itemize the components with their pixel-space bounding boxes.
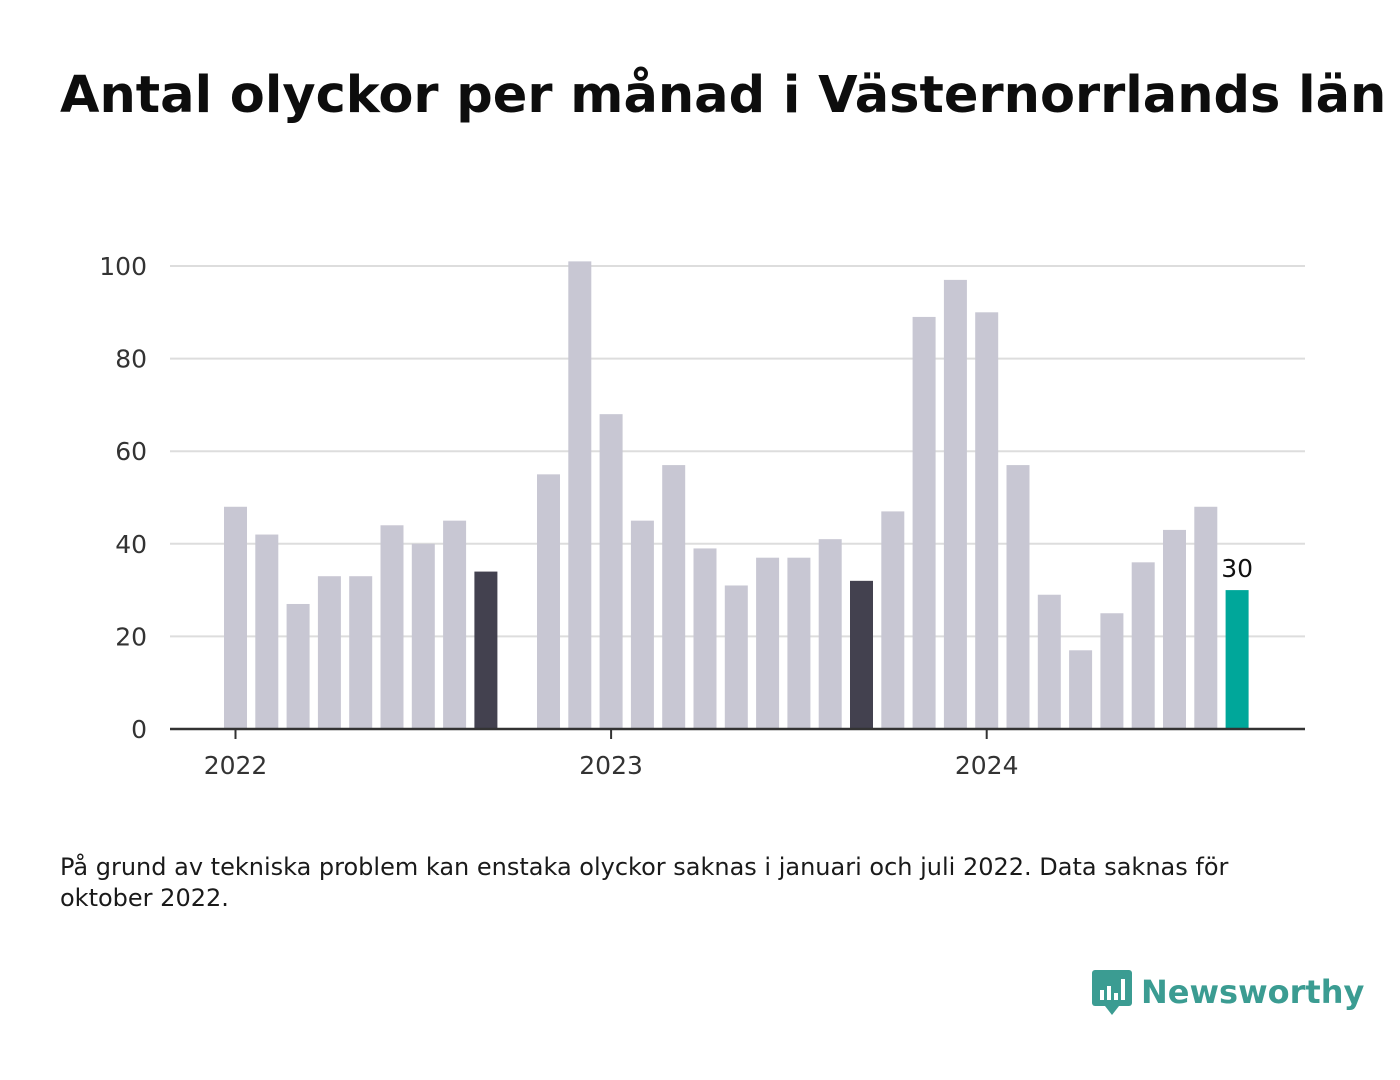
bar	[1225, 590, 1249, 729]
brand-name: Newsworthy	[1141, 973, 1365, 1011]
y-tick-label: 60	[115, 437, 147, 466]
brand-logo[interactable]: Newsworthy	[1091, 968, 1364, 1016]
chart-title: Antal olyckor per månad i Västernorrland…	[60, 66, 1387, 125]
bar	[317, 576, 341, 729]
bar	[850, 580, 873, 729]
x-tick-label: 2023	[579, 751, 643, 780]
newsworthy-chart-logo-icon	[1092, 970, 1132, 1015]
bar	[662, 465, 686, 729]
bar	[818, 539, 842, 729]
bar	[474, 571, 498, 729]
bar	[1037, 594, 1061, 729]
y-tick-label: 100	[99, 252, 147, 281]
bar	[286, 603, 310, 729]
y-tick-label: 80	[115, 345, 147, 374]
bar	[975, 312, 999, 729]
bar	[787, 557, 811, 729]
bar	[1163, 529, 1186, 729]
bar	[224, 506, 247, 729]
bar	[443, 520, 467, 729]
bar	[693, 548, 717, 729]
bar	[630, 520, 654, 729]
axes	[170, 727, 1305, 739]
bar	[1131, 562, 1155, 729]
y-tick-label: 40	[115, 530, 147, 559]
bar	[380, 525, 404, 729]
bar	[599, 414, 623, 729]
bar	[349, 576, 373, 729]
data-label: 30	[1221, 554, 1253, 583]
bar	[724, 585, 748, 729]
bar	[912, 316, 936, 729]
bar	[411, 543, 435, 729]
x-tick-label: 2022	[204, 751, 268, 780]
labels: 0 20 40 60 80 100 30 2022 2023 2024	[99, 252, 1253, 780]
x-tick-label: 2024	[955, 751, 1019, 780]
y-tick-label: 20	[115, 622, 147, 651]
y-tick-label: 0	[131, 715, 147, 744]
bar	[943, 279, 967, 729]
bar	[1100, 613, 1124, 729]
bar	[881, 511, 905, 729]
bar	[255, 534, 279, 729]
bars	[224, 261, 1249, 729]
footnote: På grund av tekniska problem kan enstaka…	[60, 853, 1229, 912]
bar	[756, 557, 780, 729]
bar	[537, 474, 560, 729]
bar	[568, 261, 592, 729]
bar	[1006, 465, 1030, 729]
bar	[1069, 650, 1093, 729]
bar	[1194, 506, 1218, 729]
